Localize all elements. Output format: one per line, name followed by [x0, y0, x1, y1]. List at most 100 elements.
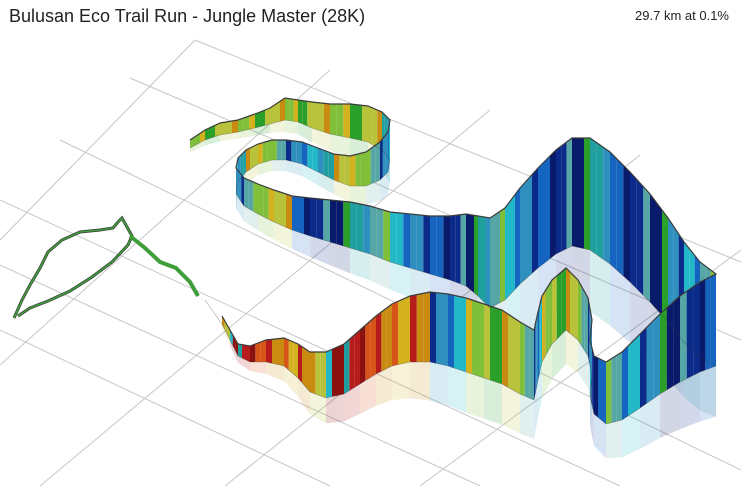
- ribbon-segment: [293, 99, 298, 122]
- ribbon-segment: [330, 200, 337, 244]
- ribbon-segment: [260, 340, 266, 362]
- ribbon-reflection: [700, 366, 716, 422]
- ribbon-segment: [343, 201, 350, 248]
- ribbon-segment: [344, 339, 350, 394]
- ribbon-segment: [650, 194, 656, 309]
- ribbon-segment: [514, 318, 520, 394]
- ribbon-segment: [381, 308, 387, 372]
- ribbon-reflection: [266, 362, 284, 382]
- ribbon-segment: [450, 215, 456, 282]
- ribbon-segment: [360, 152, 366, 186]
- ribbon-reflection: [298, 378, 310, 414]
- ribbon-reflection: [246, 164, 258, 185]
- ribbon-reflection: [566, 330, 578, 373]
- ribbon-segment: [280, 98, 285, 122]
- ribbon-segment: [693, 282, 700, 376]
- grid-line: [39, 109, 491, 486]
- ribbon-segment: [323, 150, 329, 178]
- page-title: Bulusan Eco Trail Run - Jungle Master (2…: [9, 6, 366, 26]
- ribbon-segment: [660, 308, 667, 394]
- ribbon-reflection: [380, 172, 388, 201]
- ribbon-segment: [243, 116, 250, 131]
- ribbon-segment: [524, 324, 530, 398]
- ribbon-segment: [336, 200, 344, 246]
- ribbon-segment: [643, 186, 650, 302]
- ribbon-reflection: [590, 250, 610, 326]
- ribbon-segment: [344, 155, 350, 186]
- ribbon-segment: [265, 108, 270, 126]
- ribbon-segment: [307, 101, 312, 128]
- ribbon-segment: [263, 186, 269, 220]
- ribbon-segment: [285, 98, 290, 121]
- ribbon-segment: [550, 150, 556, 259]
- ribbon-base-edge: [189, 119, 717, 425]
- ribbon-segment: [362, 105, 368, 142]
- ribbon-reflection: [286, 160, 302, 177]
- ribbon-segment: [250, 344, 256, 362]
- ribbon-segment: [278, 338, 284, 366]
- ribbon-segment: [241, 174, 244, 206]
- ribbon-segment: [244, 178, 249, 209]
- ribbon-segment: [490, 214, 495, 308]
- ribbon-segment: [292, 196, 298, 232]
- ribbon-reflection: [534, 380, 538, 439]
- ribbon-segment: [490, 306, 496, 382]
- ribbon-segment: [215, 123, 220, 137]
- ribbon-segment: [448, 294, 454, 368]
- ribbon-segment: [544, 156, 550, 264]
- ribbon-segment: [250, 146, 254, 170]
- ribbon-segment: [540, 296, 542, 368]
- ribbon-segment: [630, 172, 637, 289]
- ribbon-segment: [238, 171, 242, 202]
- ribbon-reflection: [578, 340, 588, 388]
- ribbon-segment: [310, 352, 316, 394]
- ribbon-reflection: [258, 214, 274, 240]
- ribbon-segment: [594, 356, 598, 418]
- ribbon-segment: [272, 338, 278, 365]
- ribbon-segment: [318, 148, 324, 175]
- ribbon-segment: [454, 295, 460, 370]
- ribbon-segment: [680, 291, 687, 382]
- ribbon-segment: [561, 142, 567, 252]
- ribbon-segment: [398, 298, 404, 365]
- ribbon-segment: [388, 124, 390, 168]
- ribbon-segment: [430, 292, 436, 364]
- ribbon-reflection: [502, 384, 520, 434]
- ribbon-segment: [442, 293, 448, 366]
- ribbon-segment: [542, 290, 546, 362]
- ribbon-segment: [323, 199, 330, 242]
- ribbon-segment: [396, 212, 404, 266]
- ribbon-segment: [356, 203, 364, 252]
- ribbon-reflection: [552, 330, 566, 380]
- ribbon-reflection: [606, 420, 622, 459]
- ribbon-reflection: [484, 378, 502, 425]
- ribbon-segment: [410, 294, 417, 362]
- ribbon-reflection: [312, 128, 330, 151]
- ribbon-segment: [246, 148, 250, 172]
- ribbon-reflection: [318, 172, 334, 195]
- ribbon-segment: [232, 120, 238, 133]
- ribbon-segment: [556, 146, 562, 254]
- ribbon-segment: [298, 196, 304, 234]
- ribbon-segment: [466, 298, 472, 374]
- ribbon-segment: [520, 181, 526, 284]
- ribbon-segment: [356, 104, 362, 141]
- ribbon-segment: [304, 197, 310, 236]
- ribbon-segment: [389, 120, 390, 164]
- ribbon-segment: [478, 302, 484, 378]
- ribbon-segment: [392, 301, 398, 366]
- ribbon-segment: [539, 301, 541, 374]
- ribbon-segment: [552, 276, 557, 344]
- ribbon-segment: [656, 202, 662, 316]
- ribbon-segment: [272, 140, 277, 160]
- ribbon-segment: [455, 214, 461, 284]
- flat-trail-line: [13, 216, 133, 319]
- ribbon-segment: [302, 142, 308, 167]
- ribbon-segment: [249, 114, 255, 130]
- ribbon-segment: [320, 352, 326, 398]
- ribbon-segment: [616, 352, 622, 422]
- ribbon-segment: [673, 296, 680, 386]
- ribbon-segment: [255, 342, 261, 362]
- ribbon-segment: [330, 104, 337, 136]
